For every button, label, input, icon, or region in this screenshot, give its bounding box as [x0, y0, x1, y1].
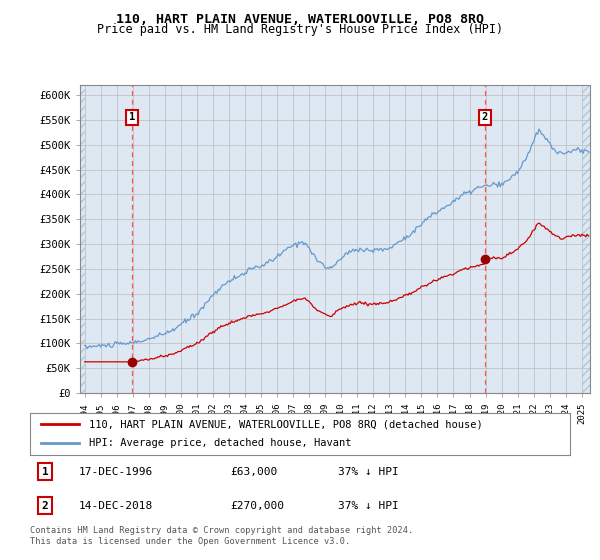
- Text: 1: 1: [42, 466, 49, 477]
- Text: 37% ↓ HPI: 37% ↓ HPI: [338, 466, 398, 477]
- Text: 110, HART PLAIN AVENUE, WATERLOOVILLE, PO8 8RQ: 110, HART PLAIN AVENUE, WATERLOOVILLE, P…: [116, 13, 484, 26]
- Text: 2: 2: [482, 113, 488, 123]
- Text: 37% ↓ HPI: 37% ↓ HPI: [338, 501, 398, 511]
- Text: 2: 2: [42, 501, 49, 511]
- Text: Contains HM Land Registry data © Crown copyright and database right 2024.
This d: Contains HM Land Registry data © Crown c…: [30, 526, 413, 546]
- Text: Price paid vs. HM Land Registry's House Price Index (HPI): Price paid vs. HM Land Registry's House …: [97, 22, 503, 36]
- Text: 1: 1: [129, 113, 135, 123]
- Text: HPI: Average price, detached house, Havant: HPI: Average price, detached house, Hava…: [89, 438, 352, 449]
- Text: 110, HART PLAIN AVENUE, WATERLOOVILLE, PO8 8RQ (detached house): 110, HART PLAIN AVENUE, WATERLOOVILLE, P…: [89, 419, 483, 429]
- Text: 14-DEC-2018: 14-DEC-2018: [79, 501, 153, 511]
- Text: £63,000: £63,000: [230, 466, 277, 477]
- Text: 17-DEC-1996: 17-DEC-1996: [79, 466, 153, 477]
- Text: £270,000: £270,000: [230, 501, 284, 511]
